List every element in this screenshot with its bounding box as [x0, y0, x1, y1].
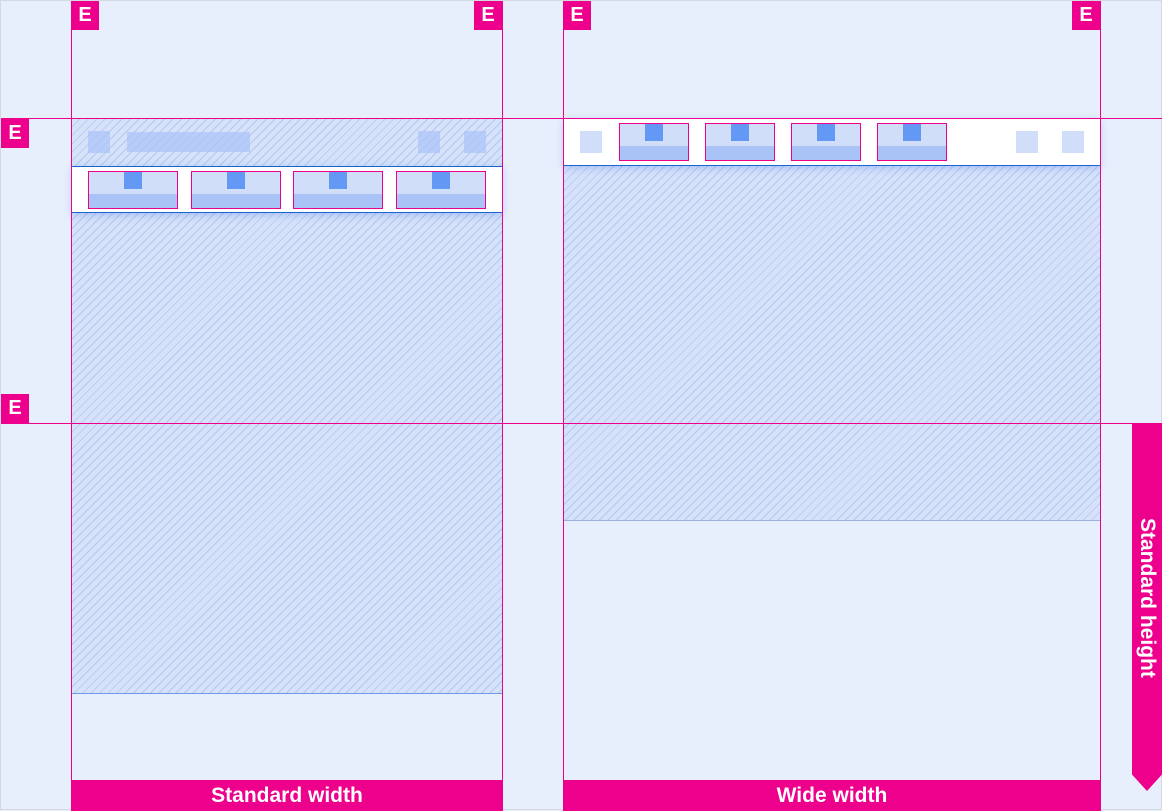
action-icon-placeholder: [464, 131, 486, 153]
tab-icon: [432, 172, 450, 189]
action-icon-placeholder: [1016, 131, 1038, 153]
tab-icon: [731, 124, 749, 141]
tab[interactable]: [791, 123, 861, 161]
keyline: [563, 1, 564, 780]
keyline: [502, 1, 503, 780]
edge-badge: E: [71, 1, 99, 30]
edge-badge: E: [1, 119, 29, 148]
standard-content-area: [72, 119, 502, 694]
tab-icon: [227, 172, 245, 189]
tab-icon: [817, 124, 835, 141]
wide-content-area: [564, 166, 1100, 521]
tab-icon: [903, 124, 921, 141]
tab[interactable]: [877, 123, 947, 161]
tab-icon: [124, 172, 142, 189]
tab[interactable]: [88, 171, 178, 209]
edge-badge: E: [1072, 1, 1100, 30]
tab[interactable]: [293, 171, 383, 209]
tab[interactable]: [191, 171, 281, 209]
action-icon-placeholder: [418, 131, 440, 153]
nav-icon-placeholder: [580, 131, 602, 153]
wide-width-label: Wide width: [563, 780, 1101, 811]
tab[interactable]: [619, 123, 689, 161]
tab[interactable]: [396, 171, 486, 209]
tab-icon: [645, 124, 663, 141]
keyline: [1100, 1, 1101, 780]
standard-height-marker: [1132, 423, 1162, 791]
title-placeholder: [127, 132, 250, 152]
keyline: [71, 1, 72, 780]
standard-height-label: Standard height: [1136, 518, 1159, 678]
nav-icon-placeholder: [88, 131, 110, 153]
keyline: [1, 423, 1133, 424]
edge-badge: E: [563, 1, 591, 30]
edge-badge: E: [474, 1, 502, 30]
edge-badge: E: [1, 394, 29, 423]
standard-width-label: Standard width: [71, 780, 503, 811]
action-icon-placeholder: [1062, 131, 1084, 153]
tab[interactable]: [705, 123, 775, 161]
tab-icon: [329, 172, 347, 189]
keyline: [1, 118, 1162, 119]
